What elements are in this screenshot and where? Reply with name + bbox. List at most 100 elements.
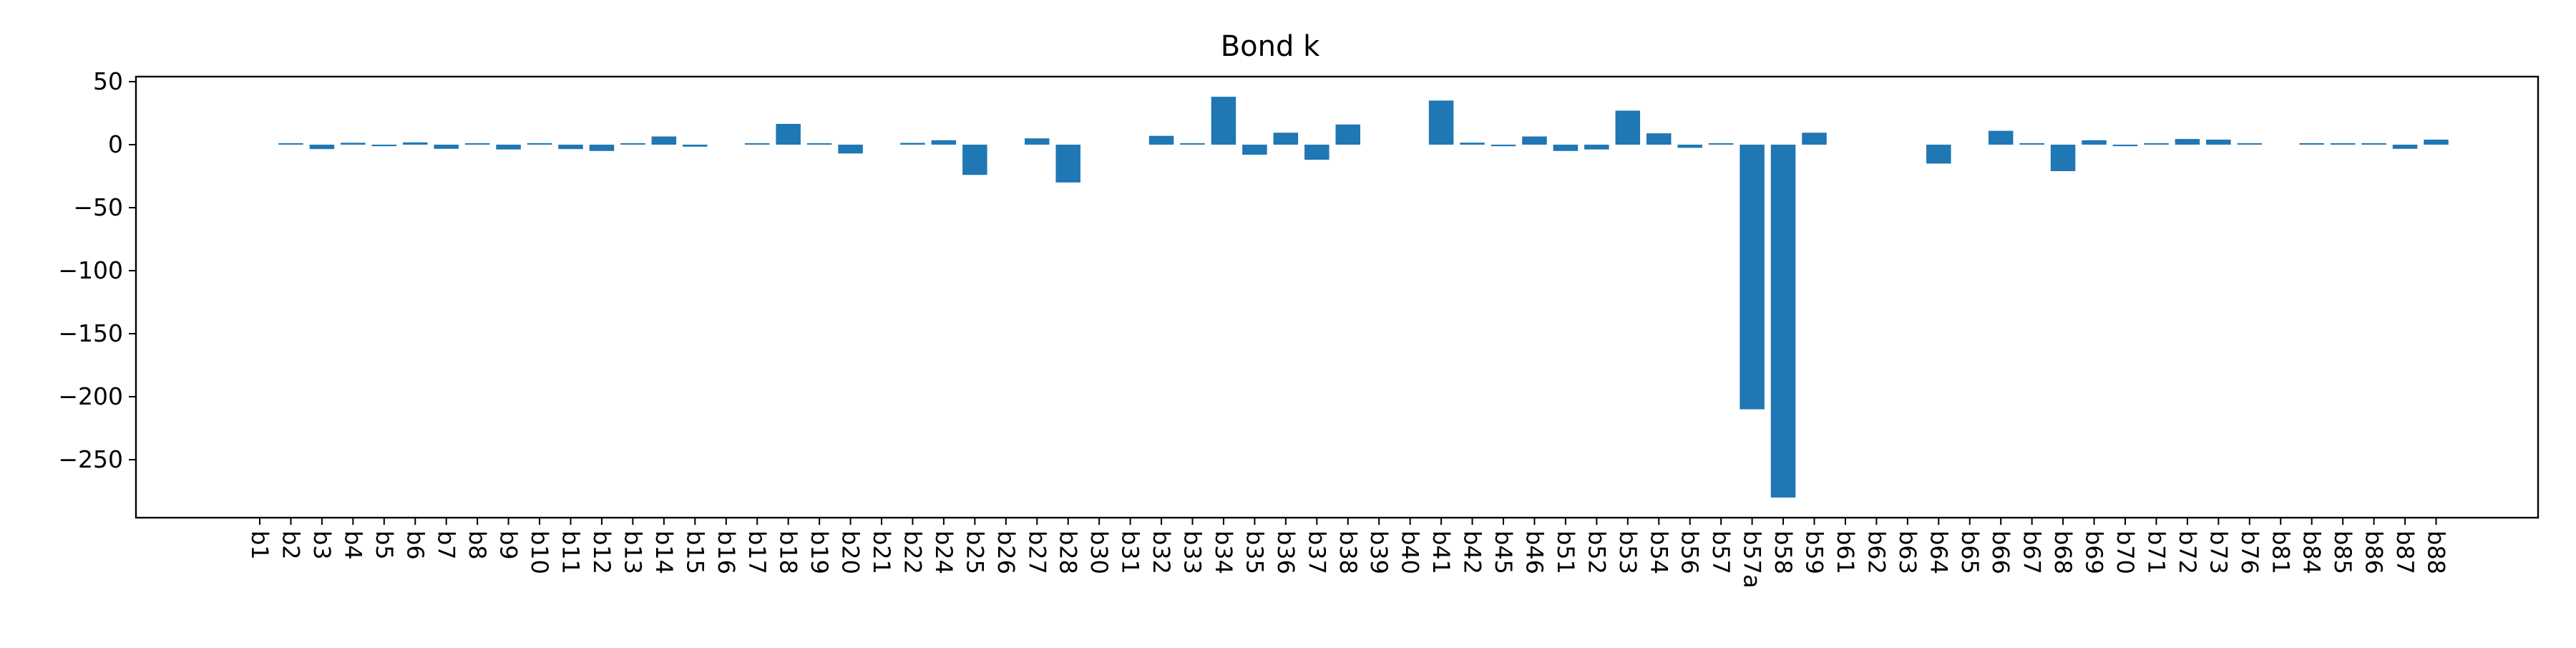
x-tick-label-b70: b70 [2112,531,2139,574]
bar-b68 [2050,145,2076,171]
x-tick-label-b22: b22 [899,531,926,574]
x-tick-label-b27: b27 [1023,531,1050,574]
bar-b69 [2082,140,2107,145]
bar-b59 [1802,132,1827,145]
y-tick-label: −200 [58,382,123,410]
bar-b73 [2206,140,2231,145]
x-tick-label-b59: b59 [1801,531,1828,574]
bar-b58 [1770,145,1796,498]
bar-b6 [403,142,428,145]
x-tick-label-b52: b52 [1583,531,1610,574]
bar-b4 [341,142,366,145]
bar-b5 [371,145,397,147]
x-tick-label-b33: b33 [1179,531,1206,574]
x-tick-label-b45: b45 [1490,531,1517,574]
x-tick-label-b63: b63 [1894,531,1921,574]
bar-b71 [2144,143,2169,145]
bar-b88 [2424,140,2449,145]
y-tick-label: −50 [73,193,123,221]
bar-b51 [1553,145,1579,151]
x-tick-label-b4: b4 [339,531,366,560]
x-tick-label-b7: b7 [433,531,460,560]
bar-b54 [1646,133,1672,145]
x-tick-label-b16: b16 [713,531,740,574]
x-tick-label-b26: b26 [992,531,1020,574]
bar-b20 [838,145,863,154]
bar-b28 [1055,145,1080,183]
bar-b14 [651,136,677,145]
x-tick-label-b12: b12 [588,531,615,574]
x-tick-label-b64: b64 [1925,531,1952,574]
bar-b38 [1335,124,1360,145]
bar-b32 [1148,135,1174,145]
bar-b34 [1211,97,1236,145]
bar-b18 [776,124,801,145]
bar-b67 [2019,143,2044,145]
bar-b15 [683,145,708,147]
x-tick-label-b87: b87 [2391,531,2419,574]
x-tick-label-b66: b66 [1987,531,2014,574]
bar-b56 [1677,145,1702,148]
x-tick-label-b86: b86 [2361,531,2388,574]
x-tick-label-b67: b67 [2019,531,2046,574]
x-tick-label-b34: b34 [1210,531,1237,574]
bar-b46 [1522,136,1547,145]
x-tick-label-b10: b10 [526,531,553,574]
x-tick-label-b54: b54 [1645,531,1672,574]
x-tick-label-b32: b32 [1148,531,1175,574]
x-tick-label-b15: b15 [681,531,708,574]
x-tick-label-b8: b8 [464,531,491,560]
bar-b22 [900,142,925,145]
bar-b84 [2299,142,2324,145]
x-axis: b1 b2 b3 b4 b5 b6 b7 b8 b9 b10 b11 b12 b13 b14 b15 b16 b… [246,518,2450,589]
bars-group [278,97,2449,498]
x-tick-label-b35: b35 [1241,531,1268,574]
bar-b64 [1926,145,1951,164]
x-tick-label-b24: b24 [930,531,957,574]
x-tick-label-b36: b36 [1272,531,1299,574]
bar-b70 [2112,145,2138,147]
bar-b42 [1460,142,1485,145]
x-tick-label-b46: b46 [1521,531,1548,574]
x-tick-label-b41: b41 [1428,531,1455,574]
bar-b53 [1615,110,1641,145]
x-tick-label-b5: b5 [371,531,398,560]
x-tick-label-b40: b40 [1397,531,1424,574]
bar-b87 [2392,145,2418,149]
x-tick-label-b53: b53 [1614,531,1641,574]
x-tick-label-b69: b69 [2081,531,2108,574]
bar-b19 [806,143,832,145]
x-tick-label-b38: b38 [1335,531,1362,574]
bar-b85 [2330,143,2356,145]
x-tick-label-b13: b13 [619,531,646,574]
x-tick-label-b9: b9 [495,531,522,560]
y-tick-label: −150 [58,319,123,347]
bar-b12 [589,145,615,151]
bar-b86 [2361,143,2386,145]
y-tick-label: 50 [93,67,123,95]
x-tick-label-b72: b72 [2174,531,2201,574]
x-tick-label-b42: b42 [1459,531,1486,574]
bar-b25 [962,145,987,175]
x-tick-label-b58: b58 [1770,531,1797,574]
bar-b45 [1491,145,1516,147]
bar-b57 [1708,143,1734,145]
plot-frame [135,75,2540,519]
bar-b2 [278,143,303,145]
bar-b11 [558,145,583,150]
chart-title: Bond k [1221,30,1320,63]
x-tick-label-b3: b3 [308,531,336,560]
x-tick-label-b21: b21 [868,531,895,574]
x-tick-label-b84: b84 [2298,531,2326,574]
x-tick-label-b11: b11 [557,531,585,574]
x-tick-label-b28: b28 [1055,531,1082,574]
x-tick-label-b25: b25 [961,531,988,574]
x-tick-label-b19: b19 [806,531,833,574]
y-tick-label: −250 [58,445,123,473]
bar-b72 [2175,139,2200,145]
bar-b33 [1180,143,1205,145]
x-tick-label-b18: b18 [775,531,802,574]
bar-b24 [931,140,957,145]
x-tick-label-b57: b57 [1707,531,1735,574]
bar-b27 [1025,138,1050,145]
